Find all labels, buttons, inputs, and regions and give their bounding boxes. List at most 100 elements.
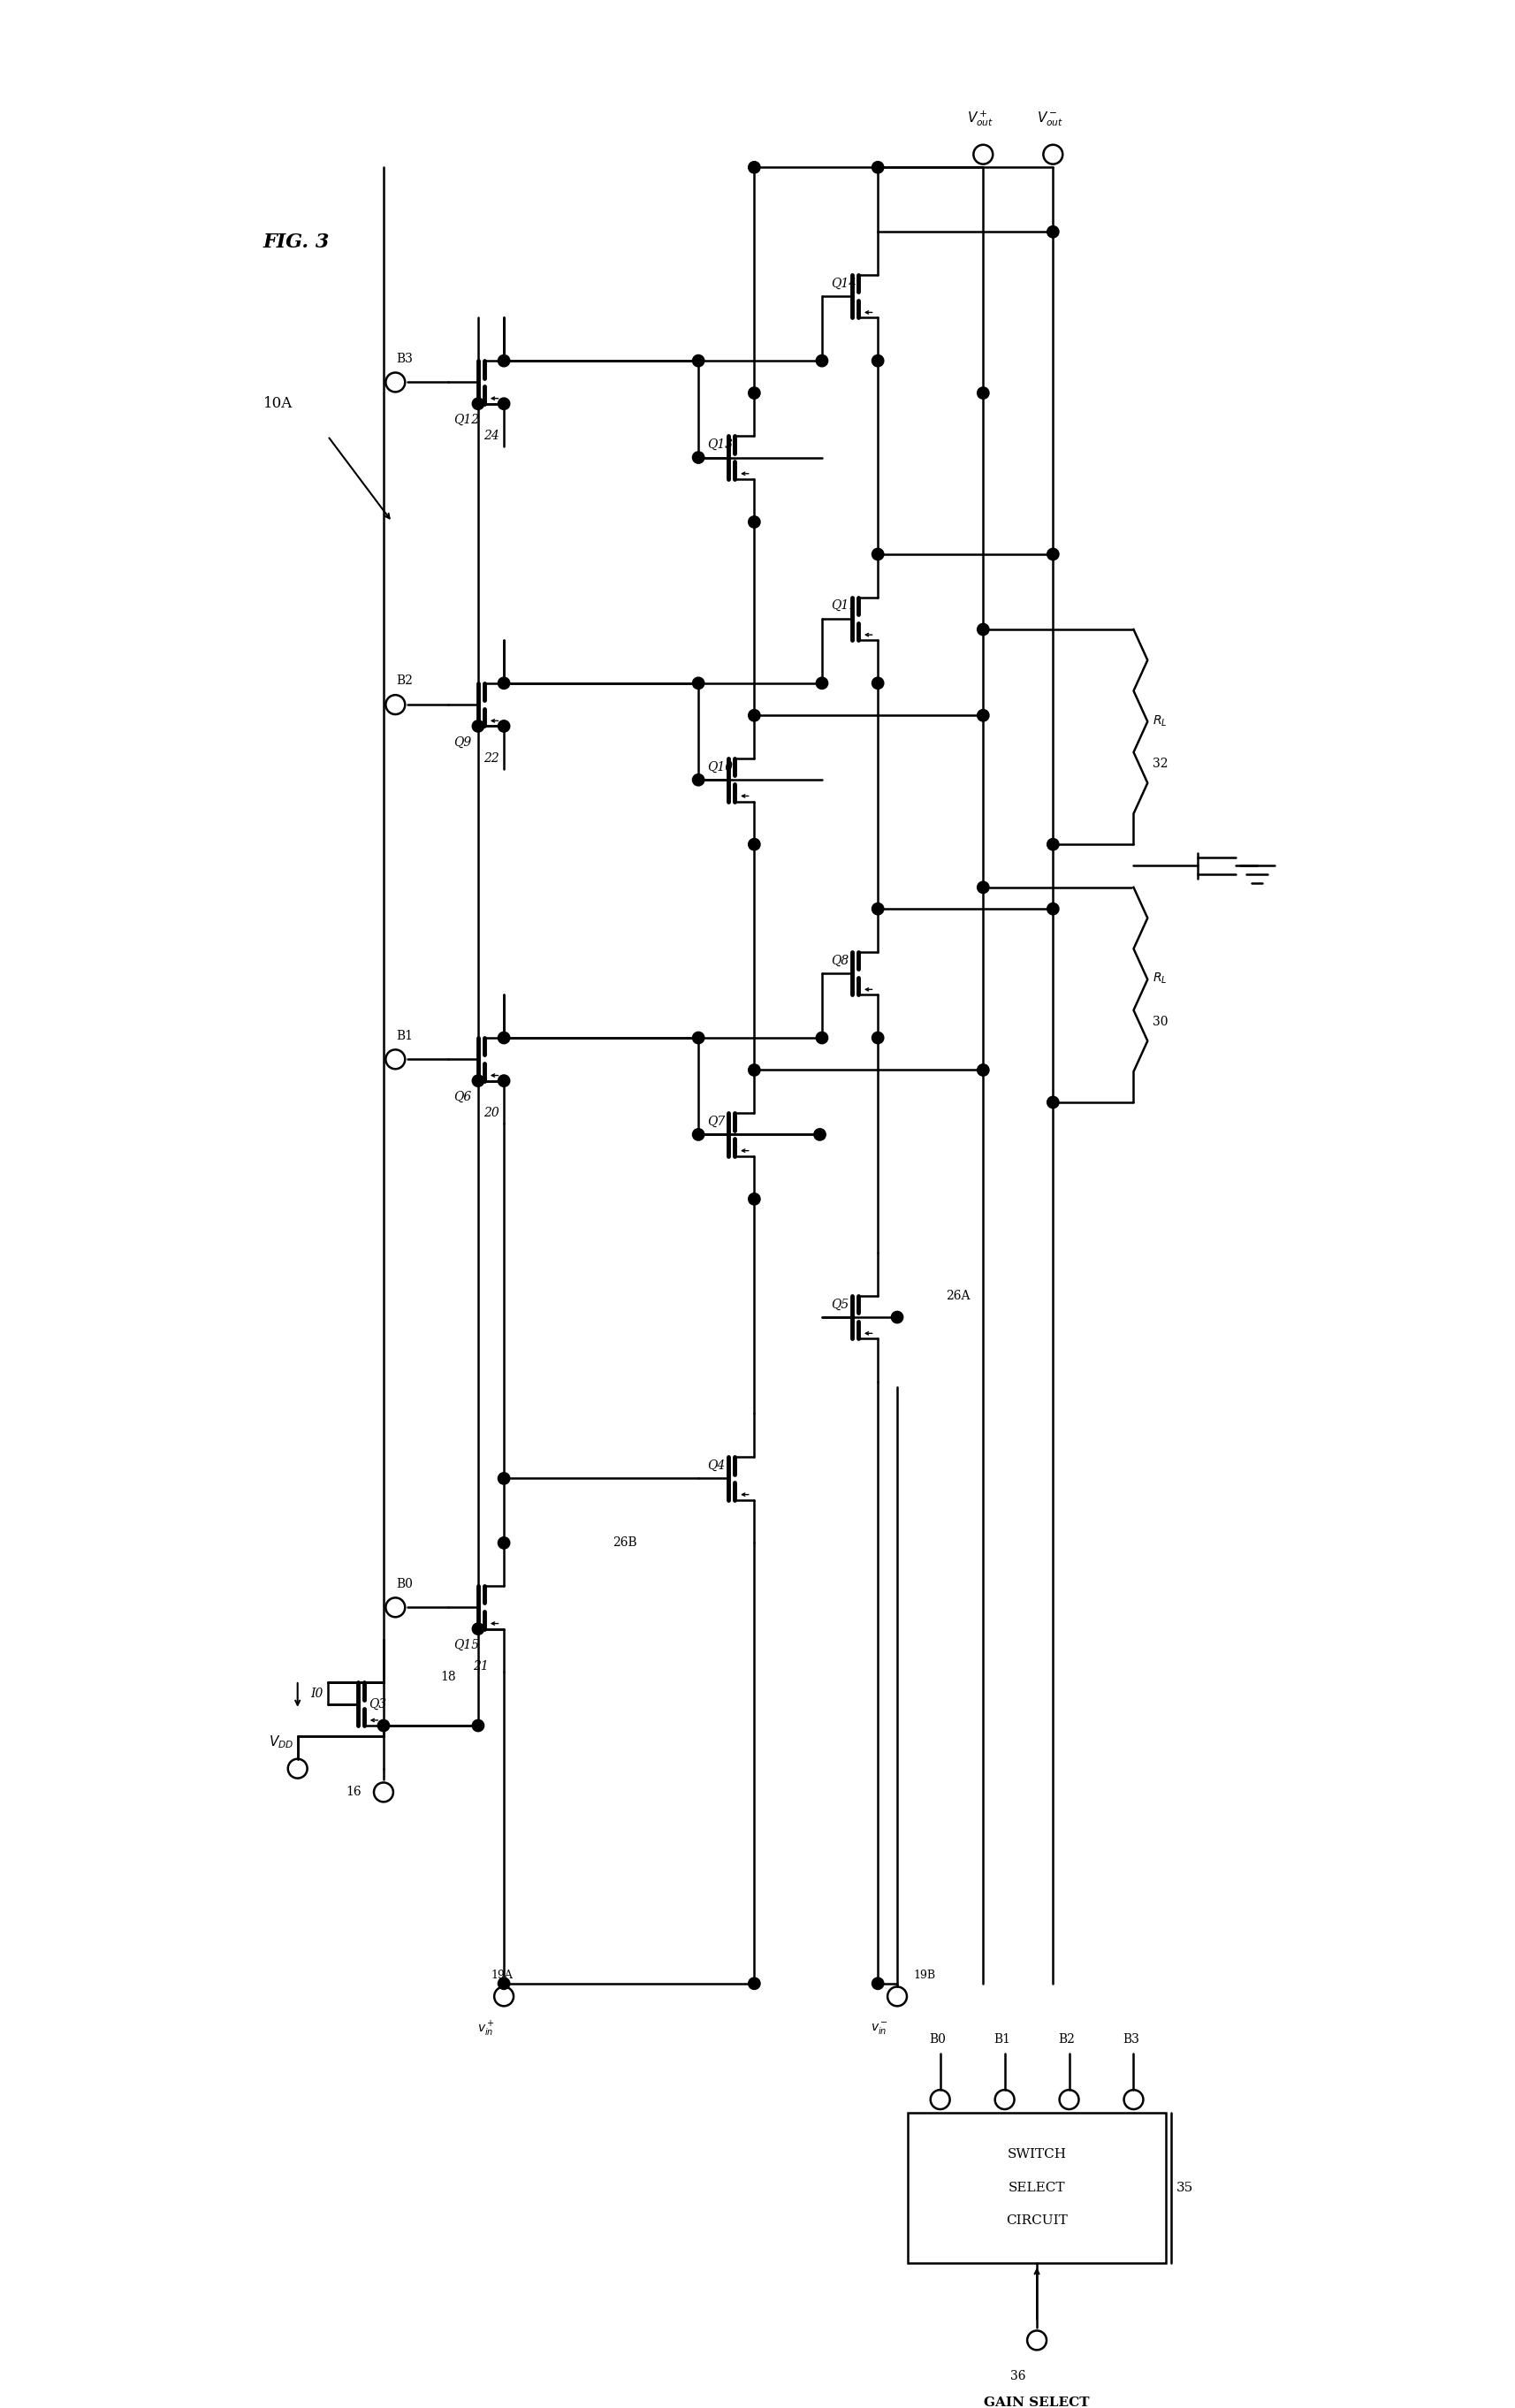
Circle shape xyxy=(817,354,827,366)
Text: B1: B1 xyxy=(994,2032,1011,2044)
Text: $v_{in}^+$: $v_{in}^+$ xyxy=(477,2020,494,2037)
Text: Q4: Q4 xyxy=(708,1459,724,1471)
Text: 22: 22 xyxy=(483,751,498,766)
Circle shape xyxy=(498,397,511,409)
Text: B0: B0 xyxy=(929,2032,945,2044)
Circle shape xyxy=(748,388,761,400)
Circle shape xyxy=(498,1474,511,1483)
Circle shape xyxy=(817,677,827,689)
Text: Q6: Q6 xyxy=(453,1091,471,1103)
Text: Q10: Q10 xyxy=(708,761,733,773)
Text: 10A: 10A xyxy=(264,397,292,412)
Circle shape xyxy=(977,624,989,636)
Circle shape xyxy=(977,1064,989,1076)
Text: $R_L$: $R_L$ xyxy=(1153,970,1168,985)
Text: $R_L$: $R_L$ xyxy=(1153,713,1168,727)
Text: B2: B2 xyxy=(397,674,414,686)
Circle shape xyxy=(692,1129,704,1141)
Text: GAIN SELECT: GAIN SELECT xyxy=(985,2396,1089,2408)
Circle shape xyxy=(692,453,704,462)
Circle shape xyxy=(873,161,883,173)
Text: 24: 24 xyxy=(483,429,498,443)
Circle shape xyxy=(1047,549,1059,561)
Circle shape xyxy=(748,710,761,722)
Text: Q15: Q15 xyxy=(453,1640,479,1652)
Circle shape xyxy=(873,677,883,689)
Circle shape xyxy=(873,1033,883,1043)
Circle shape xyxy=(748,1064,761,1076)
Circle shape xyxy=(473,397,483,409)
Circle shape xyxy=(814,1129,826,1141)
Circle shape xyxy=(748,161,761,173)
Text: $V_{out}^+$: $V_{out}^+$ xyxy=(967,108,994,128)
Circle shape xyxy=(977,881,989,893)
Text: Q7: Q7 xyxy=(708,1115,724,1127)
Circle shape xyxy=(1047,838,1059,850)
Circle shape xyxy=(873,1977,883,1989)
Circle shape xyxy=(473,1623,483,1635)
Text: B3: B3 xyxy=(1123,2032,1139,2044)
Text: CIRCUIT: CIRCUIT xyxy=(1006,2215,1068,2227)
Text: 20: 20 xyxy=(483,1108,498,1120)
Text: 18: 18 xyxy=(441,1671,456,1683)
Text: I0: I0 xyxy=(311,1688,323,1700)
Circle shape xyxy=(498,1977,511,1989)
Circle shape xyxy=(498,677,511,689)
Text: Q11: Q11 xyxy=(830,600,856,612)
Text: $V_{DD}$: $V_{DD}$ xyxy=(268,1734,294,1751)
Circle shape xyxy=(498,1536,511,1548)
Circle shape xyxy=(473,720,483,732)
Text: Q12: Q12 xyxy=(453,414,479,426)
Text: 19A: 19A xyxy=(491,1970,514,1982)
Text: 21: 21 xyxy=(473,1659,488,1674)
Circle shape xyxy=(498,354,511,366)
Text: Q5: Q5 xyxy=(830,1298,848,1310)
Text: 36: 36 xyxy=(1011,2369,1026,2382)
Text: 32: 32 xyxy=(1153,759,1168,771)
Circle shape xyxy=(873,354,883,366)
Bar xyxy=(907,2112,1167,2264)
Circle shape xyxy=(473,1719,483,1731)
Circle shape xyxy=(498,720,511,732)
Circle shape xyxy=(1047,226,1059,238)
Circle shape xyxy=(377,1719,389,1731)
Text: 26B: 26B xyxy=(612,1536,636,1548)
Text: $V_{out}^-$: $V_{out}^-$ xyxy=(1036,111,1064,128)
Text: Q14: Q14 xyxy=(830,277,856,289)
Circle shape xyxy=(498,1033,511,1043)
Text: Q9: Q9 xyxy=(453,737,471,749)
Circle shape xyxy=(873,903,883,915)
Text: B1: B1 xyxy=(397,1031,414,1043)
Circle shape xyxy=(1047,1096,1059,1108)
Text: SWITCH: SWITCH xyxy=(1007,2148,1067,2160)
Text: B2: B2 xyxy=(1059,2032,1076,2044)
Text: Q8: Q8 xyxy=(830,954,848,966)
Text: SELECT: SELECT xyxy=(1009,2182,1065,2194)
Text: 19B: 19B xyxy=(914,1970,936,1982)
Text: Q3: Q3 xyxy=(368,1698,386,1710)
Circle shape xyxy=(498,1074,511,1086)
Circle shape xyxy=(977,388,989,400)
Circle shape xyxy=(473,1074,483,1086)
Circle shape xyxy=(748,1977,761,1989)
Circle shape xyxy=(692,1033,704,1043)
Text: 26A: 26A xyxy=(945,1291,970,1303)
Circle shape xyxy=(873,549,883,561)
Circle shape xyxy=(748,838,761,850)
Text: $v_{in}^-$: $v_{in}^-$ xyxy=(870,2020,888,2037)
Circle shape xyxy=(748,1192,761,1204)
Circle shape xyxy=(692,354,704,366)
Circle shape xyxy=(1047,903,1059,915)
Circle shape xyxy=(748,515,761,527)
Text: FIG. 3: FIG. 3 xyxy=(264,234,330,253)
Text: B0: B0 xyxy=(397,1577,414,1589)
Text: 35: 35 xyxy=(1177,2182,1194,2194)
Circle shape xyxy=(977,710,989,722)
Text: Q13: Q13 xyxy=(708,438,733,450)
Circle shape xyxy=(891,1312,903,1322)
Text: 16: 16 xyxy=(345,1787,362,1799)
Circle shape xyxy=(692,773,704,785)
Circle shape xyxy=(817,1033,827,1043)
Text: B3: B3 xyxy=(397,352,414,366)
Circle shape xyxy=(692,677,704,689)
